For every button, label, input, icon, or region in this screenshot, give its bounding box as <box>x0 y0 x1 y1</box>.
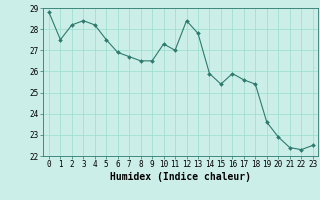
X-axis label: Humidex (Indice chaleur): Humidex (Indice chaleur) <box>110 172 251 182</box>
